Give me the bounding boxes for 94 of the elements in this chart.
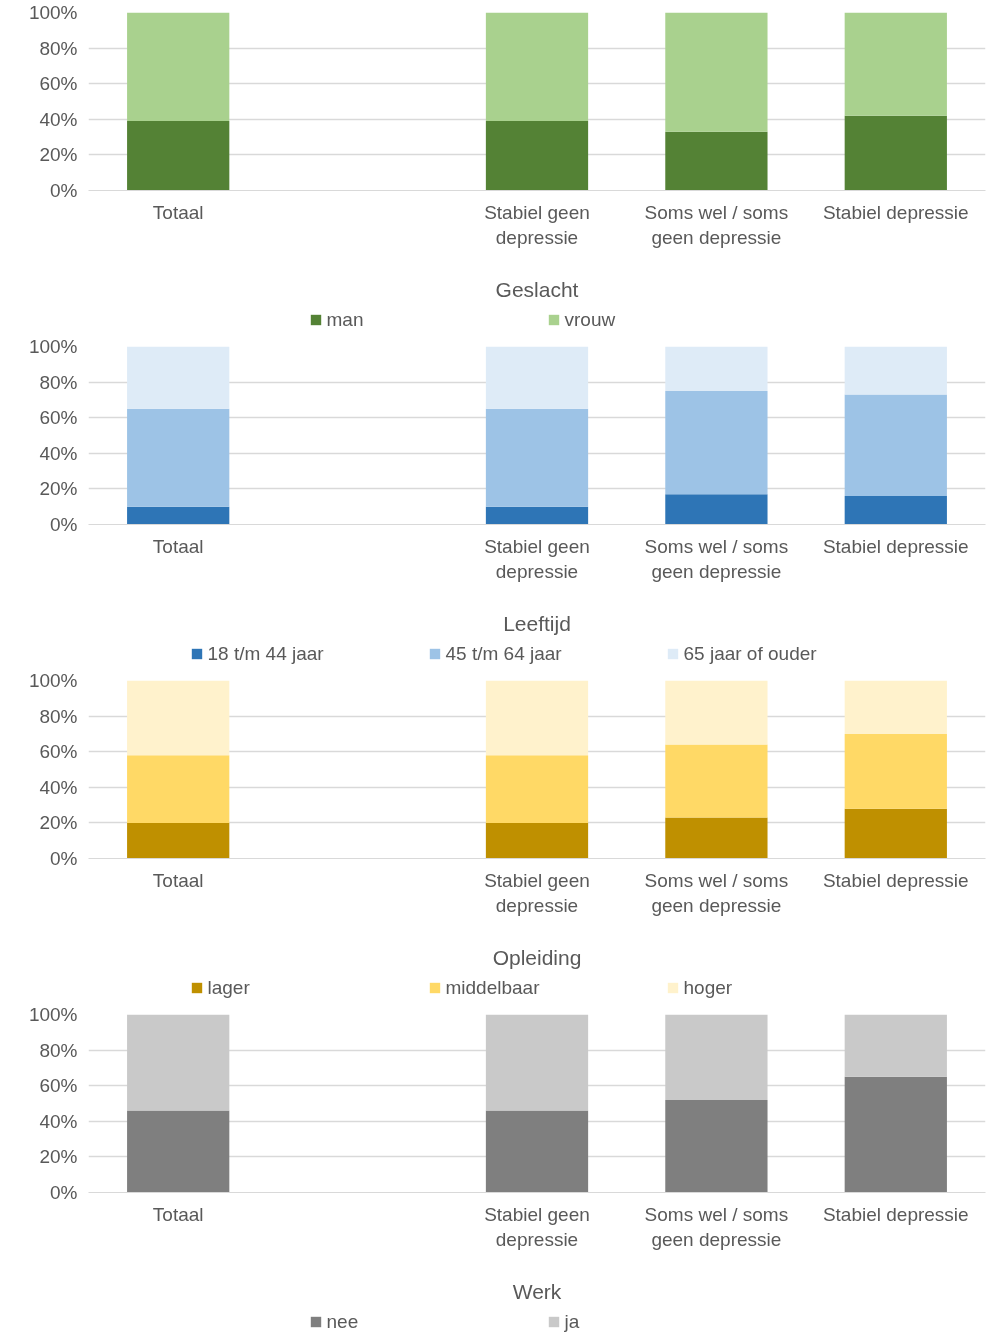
bar (485, 755, 589, 823)
text: Werk (512, 1279, 562, 1303)
y-tick-label: 20% (39, 144, 78, 166)
legend-label: man (326, 308, 365, 331)
legend-label: 65 jaar of ouder (683, 642, 818, 665)
x-tick-label: Stabiel depressie (822, 869, 969, 891)
bar (665, 1014, 768, 1100)
y-tick-label: 80% (39, 705, 78, 727)
x-tick-label: Soms wel / soms geen depressie (644, 535, 789, 582)
bar (665, 744, 768, 818)
y-tick-label: 60% (39, 407, 78, 429)
legend-label: ja (564, 1310, 581, 1333)
bar (665, 1099, 768, 1193)
y-tick-label: 0% (50, 180, 78, 201)
x-tick-label: Stabiel geen depressie (484, 869, 590, 916)
bar (485, 1014, 589, 1111)
text: Geslacht (495, 277, 579, 301)
bar (485, 346, 589, 409)
y-tick-label: 40% (39, 776, 78, 798)
bar (844, 496, 947, 525)
y-tick-label: 0% (50, 1182, 78, 1203)
y-tick-label: 80% (39, 371, 78, 393)
y-tick-label: 20% (39, 812, 78, 834)
y-tick-label: 60% (39, 741, 78, 763)
y-tick-label: 40% (39, 108, 78, 130)
bar (665, 12, 768, 132)
x-tick-label: Stabiel depressie (822, 535, 969, 557)
legend-label: vrouw (564, 308, 617, 331)
x-tick-label: Stabiel depressie (822, 201, 969, 223)
y-tick-label: 80% (39, 1039, 78, 1061)
y-tick-label: 40% (39, 1110, 78, 1132)
x-tick-label: Totaal (152, 1203, 204, 1225)
bar (844, 12, 947, 116)
bar (127, 121, 230, 191)
x-tick-label: Stabiel geen depressie (484, 535, 590, 582)
x-tick-label: Totaal (152, 869, 204, 891)
text: Leeftijd (503, 611, 571, 635)
x-tick-label: Stabiel geen depressie (484, 201, 590, 248)
text: Opleiding (492, 945, 582, 969)
bar (844, 1014, 947, 1077)
bar (485, 506, 589, 525)
bar (127, 408, 230, 507)
y-tick-label: 100% (28, 1004, 78, 1025)
bar (844, 733, 947, 809)
bar (665, 131, 768, 191)
bar (665, 680, 768, 745)
y-tick-label: 20% (39, 478, 78, 500)
bar (844, 115, 947, 191)
bar (665, 346, 768, 391)
legend-label: nee (326, 1310, 360, 1333)
y-tick-label: 0% (50, 848, 78, 869)
y-tick-label: 100% (28, 336, 78, 357)
bar (665, 494, 768, 525)
bar (844, 1076, 947, 1193)
x-tick-label: Totaal (152, 535, 204, 557)
x-tick-label: Soms wel / soms geen depressie (644, 201, 789, 248)
legend-label: 45 t/m 64 jaar (445, 642, 563, 665)
y-tick-label: 20% (39, 1146, 78, 1168)
y-tick-label: 60% (39, 73, 78, 95)
y-tick-label: 0% (50, 514, 78, 535)
x-tick-label: Soms wel / soms geen depressie (644, 869, 789, 916)
bar (485, 680, 589, 756)
x-tick-label: Totaal (152, 201, 204, 223)
bar (485, 1110, 589, 1193)
bar (844, 680, 947, 734)
bar (127, 1110, 230, 1193)
y-tick-label: 80% (39, 37, 78, 59)
legend-label: middelbaar (445, 976, 541, 999)
bar (844, 394, 947, 497)
bar (485, 12, 589, 122)
bar (844, 808, 947, 859)
y-tick-label: 40% (39, 442, 78, 464)
bar (127, 755, 230, 823)
bar (127, 1014, 230, 1111)
bar (844, 346, 947, 395)
legend-label: lager (207, 976, 251, 999)
bar (485, 408, 589, 507)
y-tick-label: 100% (28, 2, 78, 23)
bar (127, 12, 230, 122)
y-tick-label: 100% (28, 670, 78, 691)
y-tick-label: 60% (39, 1075, 78, 1097)
bar (127, 346, 230, 409)
bar (485, 822, 589, 859)
bar (127, 506, 230, 525)
bar (485, 121, 589, 191)
bar (127, 680, 230, 756)
x-tick-label: Soms wel / soms geen depressie (644, 1203, 789, 1250)
bar (665, 391, 768, 495)
legend-label: hoger (683, 976, 734, 999)
x-tick-label: Stabiel depressie (822, 1203, 969, 1225)
legend-label: 18 t/m 44 jaar (207, 642, 325, 665)
bar (127, 822, 230, 859)
x-tick-label: Stabiel geen depressie (484, 1203, 590, 1250)
bar (665, 817, 768, 859)
